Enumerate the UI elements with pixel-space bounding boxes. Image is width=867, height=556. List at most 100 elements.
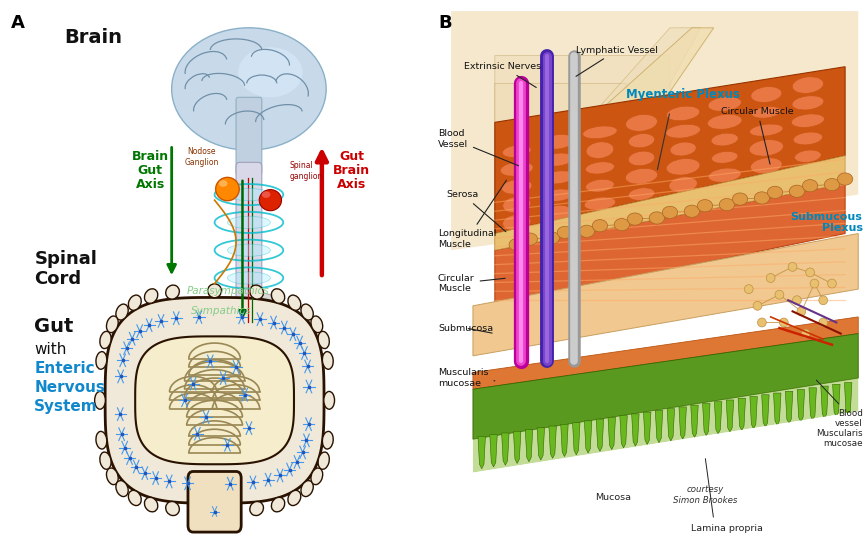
Ellipse shape bbox=[509, 239, 525, 251]
Ellipse shape bbox=[628, 213, 642, 225]
Ellipse shape bbox=[208, 284, 221, 297]
Ellipse shape bbox=[745, 285, 753, 294]
Ellipse shape bbox=[758, 318, 766, 327]
Ellipse shape bbox=[311, 316, 323, 332]
Ellipse shape bbox=[503, 196, 531, 213]
Polygon shape bbox=[762, 395, 769, 427]
Ellipse shape bbox=[592, 220, 608, 232]
Ellipse shape bbox=[684, 205, 700, 217]
Ellipse shape bbox=[100, 331, 111, 349]
Polygon shape bbox=[679, 407, 687, 439]
Ellipse shape bbox=[792, 96, 824, 110]
Ellipse shape bbox=[810, 279, 818, 288]
FancyBboxPatch shape bbox=[188, 471, 241, 532]
Ellipse shape bbox=[792, 77, 824, 93]
Polygon shape bbox=[525, 429, 532, 461]
Ellipse shape bbox=[751, 87, 782, 102]
Ellipse shape bbox=[767, 186, 783, 198]
Ellipse shape bbox=[544, 189, 573, 201]
Polygon shape bbox=[478, 436, 486, 469]
Ellipse shape bbox=[614, 219, 629, 231]
Polygon shape bbox=[727, 400, 733, 432]
Ellipse shape bbox=[766, 274, 775, 282]
Ellipse shape bbox=[145, 497, 158, 512]
Polygon shape bbox=[667, 409, 675, 441]
Ellipse shape bbox=[238, 47, 303, 97]
Ellipse shape bbox=[793, 132, 823, 145]
Polygon shape bbox=[549, 426, 557, 458]
Ellipse shape bbox=[775, 290, 784, 299]
Text: Blood
Vessel: Blood Vessel bbox=[438, 130, 518, 166]
Text: A: A bbox=[10, 14, 24, 32]
Text: Spinal
Cord: Spinal Cord bbox=[35, 250, 97, 287]
Polygon shape bbox=[797, 390, 805, 422]
Ellipse shape bbox=[166, 502, 179, 515]
Ellipse shape bbox=[828, 279, 837, 288]
Ellipse shape bbox=[218, 180, 227, 187]
Text: Sympathics: Sympathics bbox=[191, 306, 251, 316]
Polygon shape bbox=[832, 384, 840, 416]
Text: Longitudinal
Muscle: Longitudinal Muscle bbox=[438, 180, 506, 249]
Ellipse shape bbox=[711, 133, 739, 146]
Ellipse shape bbox=[752, 106, 781, 118]
Ellipse shape bbox=[543, 135, 574, 149]
Polygon shape bbox=[473, 317, 858, 389]
Polygon shape bbox=[750, 396, 757, 429]
Ellipse shape bbox=[662, 206, 678, 219]
Polygon shape bbox=[714, 401, 722, 434]
Ellipse shape bbox=[544, 232, 559, 244]
Polygon shape bbox=[490, 435, 498, 467]
Polygon shape bbox=[495, 83, 626, 250]
Ellipse shape bbox=[271, 289, 284, 304]
Ellipse shape bbox=[749, 140, 784, 156]
Polygon shape bbox=[643, 412, 651, 444]
Polygon shape bbox=[702, 404, 710, 436]
Ellipse shape bbox=[500, 162, 533, 176]
Polygon shape bbox=[473, 378, 858, 473]
Ellipse shape bbox=[788, 262, 797, 271]
Polygon shape bbox=[135, 336, 294, 464]
Text: Circular Muscle: Circular Muscle bbox=[721, 107, 794, 164]
Ellipse shape bbox=[750, 124, 783, 136]
Ellipse shape bbox=[323, 431, 333, 449]
Polygon shape bbox=[587, 28, 714, 156]
Polygon shape bbox=[584, 421, 592, 453]
Polygon shape bbox=[844, 383, 852, 415]
Ellipse shape bbox=[667, 106, 700, 121]
Ellipse shape bbox=[805, 268, 814, 277]
Text: Parasympathics: Parasympathics bbox=[186, 286, 270, 296]
Ellipse shape bbox=[288, 490, 301, 505]
Ellipse shape bbox=[626, 115, 657, 131]
Ellipse shape bbox=[96, 351, 107, 369]
Ellipse shape bbox=[541, 171, 576, 184]
Ellipse shape bbox=[96, 431, 107, 449]
Polygon shape bbox=[655, 410, 662, 443]
Ellipse shape bbox=[250, 502, 264, 515]
Text: Gut
Brain
Axis: Gut Brain Axis bbox=[333, 150, 370, 191]
Ellipse shape bbox=[818, 296, 828, 305]
Ellipse shape bbox=[789, 185, 805, 197]
Text: with: with bbox=[35, 342, 67, 357]
Ellipse shape bbox=[649, 212, 664, 224]
Ellipse shape bbox=[712, 151, 738, 163]
Ellipse shape bbox=[801, 329, 810, 338]
Ellipse shape bbox=[666, 158, 700, 175]
Ellipse shape bbox=[585, 162, 615, 174]
Ellipse shape bbox=[271, 497, 284, 512]
Ellipse shape bbox=[585, 179, 614, 192]
Ellipse shape bbox=[629, 188, 655, 200]
Text: Mucosa: Mucosa bbox=[595, 493, 631, 502]
Ellipse shape bbox=[708, 168, 741, 182]
Text: Blood
vessel
Muscularis
mucosae: Blood vessel Muscularis mucosae bbox=[816, 409, 863, 448]
Polygon shape bbox=[451, 11, 858, 250]
Text: Spinal
ganglion: Spinal ganglion bbox=[290, 161, 323, 181]
Polygon shape bbox=[473, 234, 858, 356]
Polygon shape bbox=[473, 334, 858, 439]
Polygon shape bbox=[105, 297, 324, 503]
Text: Lamina propria: Lamina propria bbox=[691, 524, 763, 533]
Ellipse shape bbox=[95, 391, 106, 409]
Ellipse shape bbox=[818, 318, 828, 327]
Ellipse shape bbox=[629, 133, 655, 148]
Ellipse shape bbox=[323, 351, 333, 369]
Ellipse shape bbox=[501, 180, 532, 194]
